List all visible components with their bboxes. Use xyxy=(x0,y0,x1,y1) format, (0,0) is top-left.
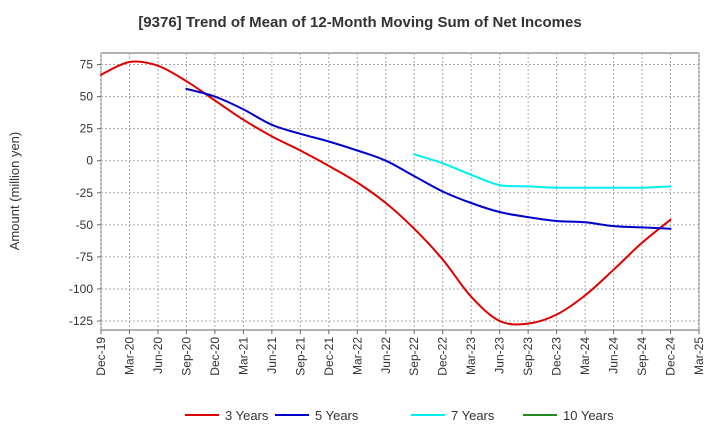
plot-area xyxy=(100,52,700,331)
x-tick-label: Sep-24 xyxy=(635,337,649,376)
y-tick-label: -75 xyxy=(76,250,94,264)
x-tick-label: Jun-24 xyxy=(607,337,621,374)
y-tick-label: -125 xyxy=(69,314,93,328)
y-tick-label: -50 xyxy=(76,218,94,232)
y-axis-label: Amount (million yen) xyxy=(7,132,22,251)
legend-label-5-years: 5 Years xyxy=(315,408,359,423)
x-tick-label: Mar-24 xyxy=(578,337,592,375)
x-tick-label: Jun-22 xyxy=(379,337,393,374)
x-tick-label: Jun-23 xyxy=(493,337,507,374)
x-tick-label: Jun-20 xyxy=(151,337,165,374)
x-tick-label: Sep-20 xyxy=(179,337,193,376)
series-line-7-years xyxy=(413,153,672,189)
legend-label-7-years: 7 Years xyxy=(451,408,495,423)
y-tick-label: -25 xyxy=(76,186,94,200)
legend: 3 Years 5 Years 7 Years 10 Years xyxy=(185,408,614,423)
y-axis-ticks: 75 50 25 0 -25 -50 -75 -100 -125 xyxy=(69,58,101,328)
x-axis-ticks: Dec-19 Mar-20 Jun-20 Sep-20 Dec-20 Mar-21 Jun-… xyxy=(94,330,706,376)
x-tick-label: Mar-23 xyxy=(464,337,478,375)
legend-label-10-years: 10 Years xyxy=(563,408,614,423)
x-tick-label: Sep-21 xyxy=(293,337,307,376)
x-tick-label: Dec-20 xyxy=(208,337,222,376)
x-tick-label: Dec-19 xyxy=(94,337,108,376)
x-tick-label: Dec-21 xyxy=(322,337,336,376)
x-tick-label: Mar-22 xyxy=(350,337,364,375)
x-tick-label: Dec-23 xyxy=(550,337,564,376)
x-tick-label: Mar-20 xyxy=(122,337,136,375)
y-tick-label: -100 xyxy=(69,282,93,296)
series-line-5-years xyxy=(185,87,672,230)
x-tick-label: Sep-22 xyxy=(407,337,421,376)
y-tick-label: 75 xyxy=(80,58,94,72)
x-tick-label: Mar-25 xyxy=(692,337,706,375)
y-tick-label: 25 xyxy=(80,122,94,136)
series-line-3-years xyxy=(100,60,672,326)
y-tick-label: 50 xyxy=(80,90,94,104)
y-tick-label: 0 xyxy=(86,154,93,168)
x-tick-label: Dec-22 xyxy=(436,337,450,376)
series-lines xyxy=(100,60,672,326)
x-tick-label: Jun-21 xyxy=(265,337,279,374)
legend-label-3-years: 3 Years xyxy=(225,408,269,423)
x-tick-label: Mar-21 xyxy=(236,337,250,375)
x-tick-label: Dec-24 xyxy=(664,337,678,376)
x-tick-label: Sep-23 xyxy=(521,337,535,376)
chart-title: [9376] Trend of Mean of 12-Month Moving … xyxy=(138,14,582,31)
